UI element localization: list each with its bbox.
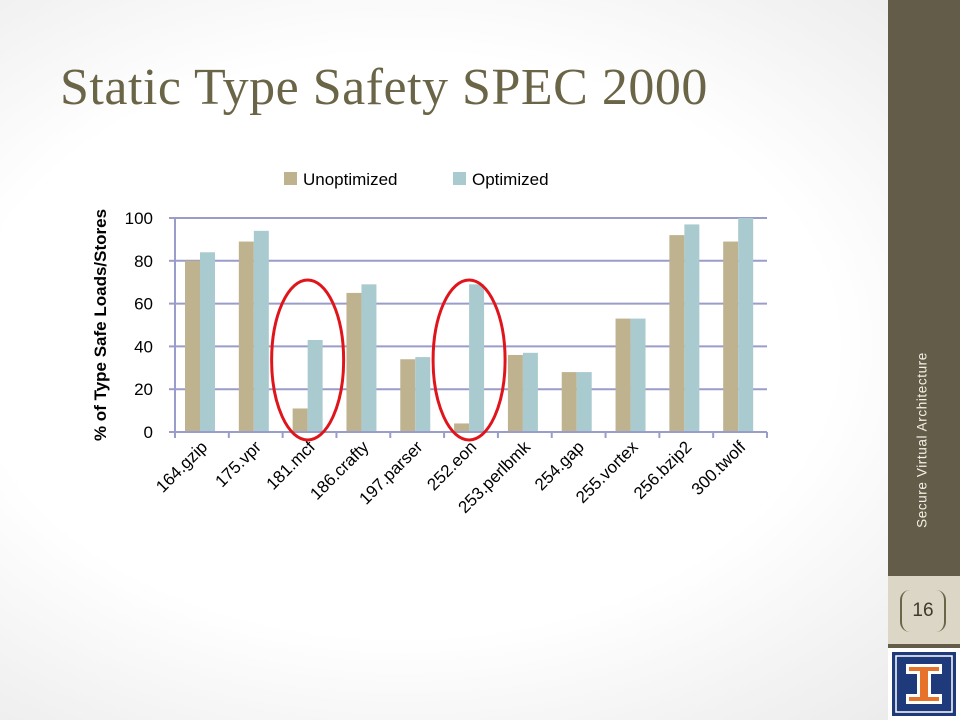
y-axis-label: % of Type Safe Loads/Stores (91, 209, 110, 441)
legend-swatch-optimized (453, 172, 466, 185)
bar-optimized-164.gzip (200, 252, 215, 432)
slide-title: Static Type Safety SPEC 2000 (60, 59, 708, 116)
bar-optimized-300.twolf (738, 218, 754, 432)
y-axis-ticks: 0 20 40 60 80 100 (125, 209, 176, 442)
x-tick-label: 175.vpr (211, 437, 265, 491)
page-number: 16 (900, 590, 946, 632)
bar-unoptimized-186.crafty (346, 292, 362, 432)
bar-optimized-175.vpr (253, 230, 269, 432)
bar-optimized-254.gap (576, 372, 592, 432)
footer-text: Secure Virtual Architecture (914, 352, 930, 528)
y-tick-label: 80 (134, 252, 153, 271)
bar-unoptimized-181.mcf (292, 408, 308, 432)
y-tick-label: 100 (125, 209, 153, 228)
legend-label-unoptimized: Unoptimized (303, 170, 398, 189)
highlight-annotations (270, 278, 507, 442)
y-tick-label: 20 (134, 380, 153, 399)
highlight-ellipse-181.mcf (270, 278, 346, 442)
y-tick-label: 40 (134, 337, 153, 356)
bar-optimized-253.perlbmk (522, 352, 538, 432)
bar-unoptimized-175.vpr (238, 241, 254, 432)
bar-optimized-255.vortex (630, 318, 646, 432)
bar-unoptimized-300.twolf (723, 241, 739, 432)
x-axis (174, 431, 768, 438)
bar-unoptimized-254.gap (561, 372, 577, 432)
bar-optimized-181.mcf (307, 339, 323, 432)
bar-unoptimized-197.parser (400, 359, 416, 432)
bar-optimized-197.parser (415, 357, 431, 432)
bar-optimized-186.crafty (361, 284, 377, 432)
bar-unoptimized-253.perlbmk (507, 354, 523, 432)
bar-group (185, 218, 754, 432)
highlight-ellipse-252.eon (431, 278, 507, 442)
bar-unoptimized-164.gzip (185, 260, 200, 432)
x-tick-label: 256.bzip2 (630, 437, 696, 503)
chart-legend: Unoptimized Optimized (284, 170, 549, 189)
y-tick-label: 0 (144, 423, 153, 442)
bar-unoptimized-252.eon (454, 423, 470, 432)
x-axis-labels: 164.gzip 175.vpr181.mcf186.crafty197.pars… (152, 437, 749, 517)
x-tick-label: 300.twolf (688, 437, 750, 499)
bar-unoptimized-255.vortex (615, 318, 631, 432)
bar-unoptimized-256.bzip2 (669, 235, 685, 432)
bar-optimized-256.bzip2 (684, 224, 700, 432)
legend-label-optimized: Optimized (472, 170, 549, 189)
bar-optimized-252.eon (469, 284, 485, 432)
legend-swatch-unoptimized (284, 172, 297, 185)
y-tick-label: 60 (134, 295, 153, 314)
bar-chart: Unoptimized Optimized 0 20 40 60 80 100 164.gz… (91, 170, 768, 517)
illinois-block-i-icon (888, 648, 960, 720)
x-tick-label: 164.gzip (152, 437, 211, 496)
